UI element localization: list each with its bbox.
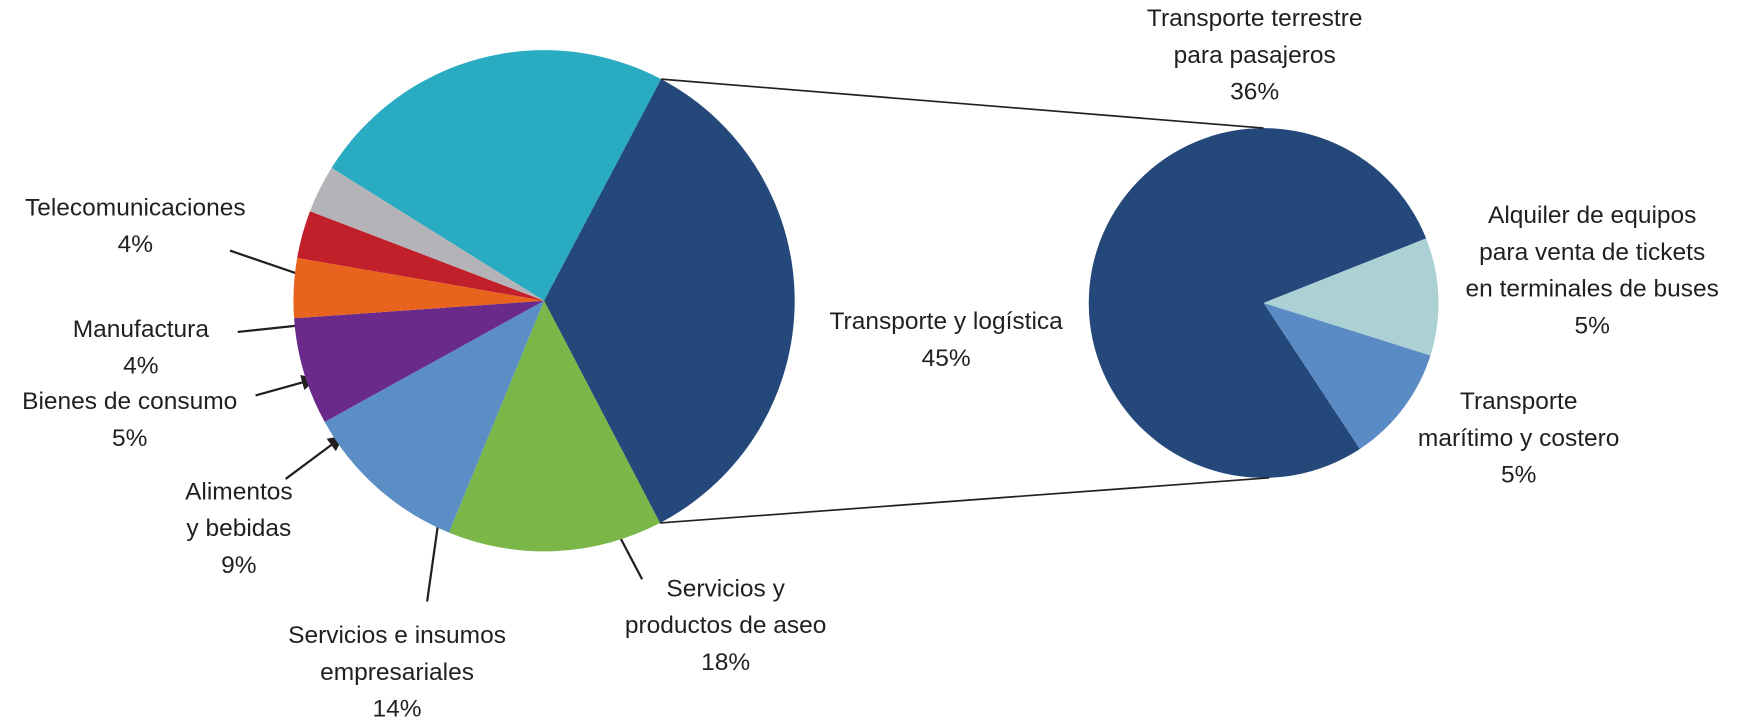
pie-slice (294, 300, 545, 422)
pie-slice (1088, 128, 1427, 478)
slice-label: Servicios y productos de aseo (625, 576, 827, 640)
slice-label: Transporte marítimo y costero (1418, 389, 1619, 453)
slice-value-label: 4% (118, 232, 153, 259)
slice-value-label: 14% (373, 696, 422, 723)
slice-value-label: 5% (1574, 313, 1609, 340)
slice-value-label: 5% (112, 425, 147, 452)
callout-arrow (284, 435, 344, 480)
slice-value-label: 9% (221, 552, 256, 579)
pie-slice (1263, 238, 1439, 356)
pie-slice (331, 50, 662, 301)
pie-slice (1263, 302, 1431, 449)
slice-value-label: 45% (922, 345, 971, 372)
pie-slice (297, 211, 545, 301)
pie-slice (309, 167, 545, 301)
slice-value-label: 36% (1230, 79, 1279, 106)
pie-slice (324, 300, 545, 533)
slice-value-label: 18% (701, 649, 750, 676)
pie-slice (448, 300, 660, 552)
slice-label: Servicios e insumos empresariales (288, 623, 506, 687)
slice-label: Telecomunicaciones (25, 195, 246, 222)
slice-label: Transporte terrestre para pasajeros (1147, 6, 1363, 70)
callout-arrow (255, 374, 318, 397)
connector-line (661, 78, 1264, 129)
pie-slice (293, 257, 545, 319)
slice-label: Manufactura (73, 316, 210, 343)
slice-value-label: 5% (1501, 462, 1536, 489)
pie-slice (544, 79, 795, 523)
slice-value-label: 4% (123, 353, 158, 380)
slice-label: Alimentos y bebidas (185, 479, 293, 543)
slice-label: Bienes de consumo (22, 389, 237, 416)
slice-label: Transporte y logística (830, 308, 1064, 335)
slice-label: Alquiler de equipos para venta de tickets… (1466, 203, 1719, 304)
connector-line (659, 477, 1270, 524)
